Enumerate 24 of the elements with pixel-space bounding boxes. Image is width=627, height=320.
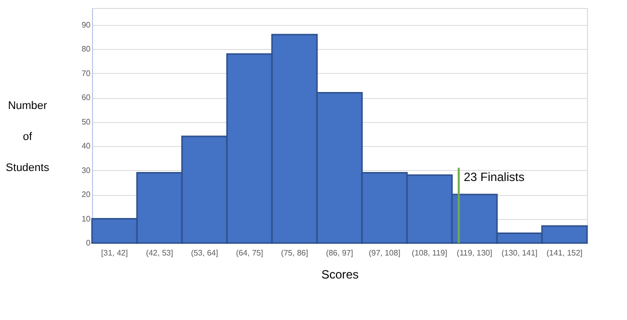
y-tick-label: 40 [82,142,92,151]
y-tick-label: 90 [82,20,92,30]
y-tick-label: 80 [82,44,92,54]
x-tick-label: (53, 64] [190,248,218,258]
x-tick-label: (42, 53] [146,248,174,258]
x-tick-label: (75, 86] [280,248,308,258]
y-tick-label: 30 [82,166,92,175]
y-tick-label: 60 [82,93,92,102]
y-tick-label: 50 [82,117,92,126]
x-tick-label: (119, 130] [456,248,492,258]
x-tick-label: (64, 75] [236,248,264,258]
x-tick-label: (86, 97] [326,248,354,258]
y-tick-label: 70 [82,68,92,78]
x-tick-label: [31, 42] [101,248,128,258]
x-tick-label: (141, 152] [546,248,583,258]
y-tick-label: 20 [82,190,92,200]
y-tick-label: 10 [82,214,92,224]
y-tick-label: 0 [86,238,92,248]
ref-line-label: 23 Finalists [464,170,524,184]
text: Number of Students [6,100,50,174]
x-tick-label: (130, 141] [501,248,538,258]
x-tick-label: (108, 119] [412,248,448,258]
x-tick-label: (97, 108] [368,248,400,258]
x-axis-title: Scores [321,268,359,282]
